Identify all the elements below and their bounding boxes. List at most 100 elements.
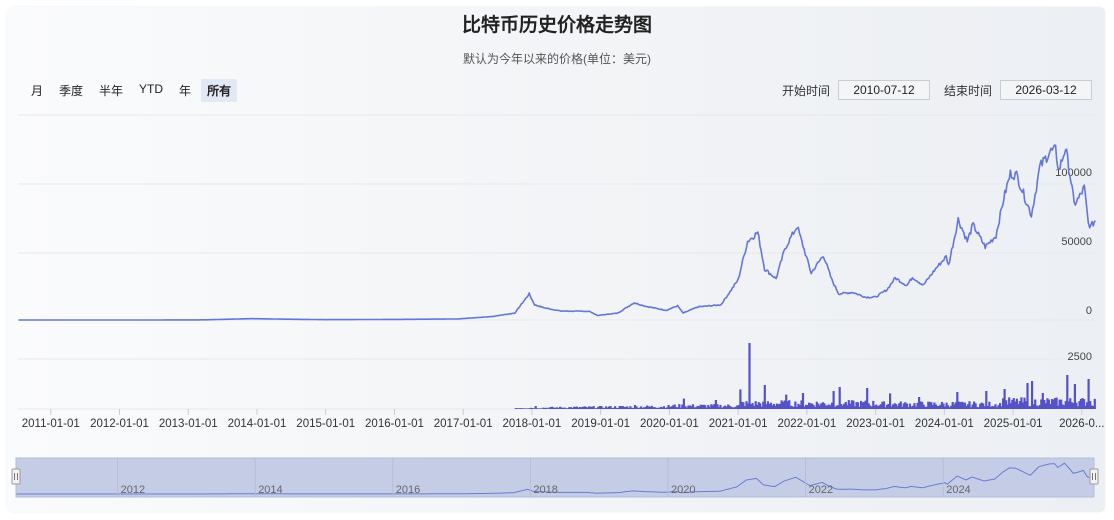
volume-bar	[736, 405, 739, 409]
volume-bar	[892, 404, 895, 409]
start-date-input[interactable]	[838, 80, 931, 100]
navigator-year-label: 2012	[121, 484, 145, 496]
start-date-label: 开始时间	[782, 83, 831, 98]
price-axis-label: 0	[1086, 305, 1092, 317]
volume-bar	[1000, 406, 1003, 409]
volume-bar	[708, 406, 711, 409]
volume-bar	[542, 407, 545, 409]
volume-bar	[1086, 402, 1089, 409]
volume-bar	[779, 403, 782, 409]
navigator-left-handle[interactable]	[11, 468, 21, 485]
volume-bar	[1035, 405, 1038, 409]
volume-bar	[924, 406, 927, 409]
volume-bar	[983, 406, 986, 409]
volume-bar	[601, 407, 604, 409]
volume-bar	[598, 406, 601, 409]
volume-bar	[615, 407, 618, 409]
volume-bar	[911, 405, 915, 409]
navigator-year-label: 2018	[533, 484, 557, 496]
volume-bar	[551, 406, 554, 409]
volume-bar	[691, 404, 695, 409]
volume-bar	[572, 406, 575, 409]
range-tab-ytd[interactable]: YTD	[139, 82, 164, 96]
volume-bar	[583, 406, 586, 409]
volume-bar	[1005, 400, 1008, 409]
volume-bar	[702, 404, 705, 409]
volume-bar	[1009, 403, 1012, 409]
volume-bar	[517, 408, 520, 409]
volume-bar	[852, 400, 855, 409]
volume-bar	[548, 407, 551, 409]
volume-bar	[947, 405, 950, 409]
volume-bar	[765, 404, 768, 409]
volume-bar	[944, 406, 947, 409]
x-axis-label: 2021-01-01	[709, 418, 768, 430]
volume-bar	[1089, 401, 1092, 409]
volume-bar	[635, 406, 638, 409]
volume-bar	[898, 403, 901, 409]
volume-bar	[681, 404, 684, 409]
range-tab-quarter[interactable]: 季度	[59, 84, 84, 98]
volume-bar	[698, 406, 701, 409]
price-axis-label: 100000	[1055, 167, 1092, 179]
volume-bar	[930, 402, 933, 409]
volume-bar	[722, 406, 725, 409]
volume-bar	[751, 403, 754, 409]
volume-bar	[927, 401, 930, 409]
volume-bar	[714, 400, 717, 409]
range-tab-all[interactable]: 所有	[201, 79, 238, 102]
volume-bar	[580, 407, 583, 409]
volume-bar	[557, 408, 560, 409]
volume-bar	[1079, 399, 1083, 409]
volume-bar	[879, 404, 882, 409]
volume-bar	[739, 389, 742, 409]
volume-bar	[910, 406, 913, 409]
volume-bar	[1076, 406, 1080, 409]
volume-bar	[797, 403, 800, 409]
volume-bar	[646, 405, 649, 409]
volume-bar	[624, 406, 627, 409]
volume-bar	[670, 406, 673, 409]
volume-bar	[1006, 404, 1009, 409]
volume-bar	[589, 406, 592, 409]
navigator-year-label: 2014	[258, 484, 282, 496]
volume-bar	[644, 406, 647, 409]
end-date-input[interactable]	[1000, 80, 1093, 100]
volume-bar	[824, 405, 827, 409]
volume-bar	[789, 405, 792, 409]
volume-bar	[782, 401, 785, 409]
volume-bar	[650, 405, 653, 409]
volume-bar	[669, 406, 672, 409]
volume-bar	[878, 405, 881, 409]
volume-bar	[721, 407, 724, 409]
volume-bar	[818, 405, 821, 409]
volume-bar	[771, 405, 774, 409]
range-tab-month[interactable]: 月	[31, 84, 44, 98]
x-axis-label: 2017-01-01	[434, 418, 493, 430]
volume-bar	[1050, 399, 1054, 409]
range-tab-half-year[interactable]: 半年	[99, 84, 124, 98]
volume-bar	[800, 400, 803, 409]
volume-bar	[986, 405, 989, 409]
volume-bar	[899, 401, 902, 409]
volume-bar	[861, 402, 864, 409]
volume-bar	[562, 408, 565, 409]
volume-bar	[754, 401, 757, 409]
navigator-right-handle[interactable]	[1089, 468, 1099, 485]
volume-bar	[546, 408, 549, 409]
volume-bar	[728, 405, 731, 409]
volume-bar	[1072, 403, 1075, 409]
volume-bar	[630, 407, 633, 409]
volume-bar	[916, 402, 919, 409]
volume-bar	[890, 406, 893, 409]
volume-bar	[577, 407, 580, 409]
range-tab-year[interactable]: 年	[179, 84, 192, 98]
volume-bar	[869, 405, 872, 409]
volume-bar	[774, 405, 777, 409]
volume-bar	[988, 401, 991, 409]
volume-bar	[667, 405, 670, 409]
volume-bar	[1061, 404, 1064, 409]
volume-bar	[1038, 404, 1041, 409]
volume-bar	[600, 406, 603, 409]
volume-bar	[727, 404, 730, 409]
